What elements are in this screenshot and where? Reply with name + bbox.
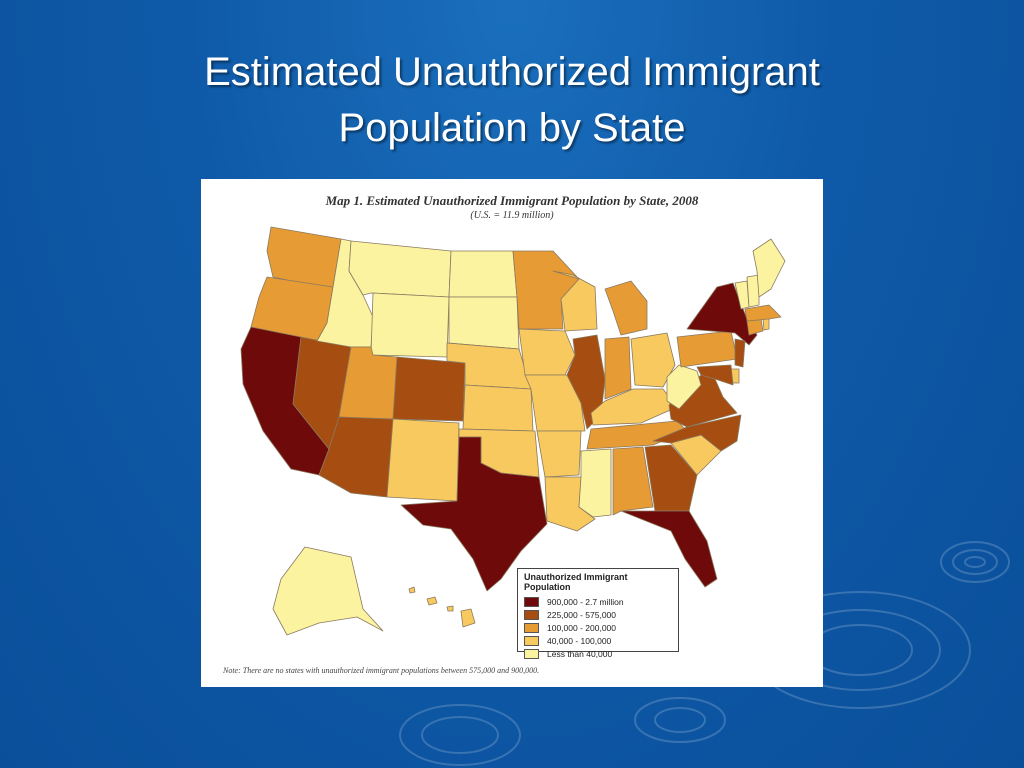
- state-minnesota: [512, 250, 580, 330]
- legend-item: 100,000 - 200,000: [524, 621, 672, 634]
- state-new-jersey: [734, 338, 746, 368]
- state-wyoming: [370, 292, 450, 358]
- slide-title-line-1: Estimated Unauthorized Immigrant: [204, 50, 820, 94]
- legend-swatch: [524, 648, 539, 659]
- legend-item: 40,000 - 100,000: [524, 634, 672, 647]
- state-north-dakota: [448, 250, 518, 298]
- state-massachusetts: [744, 304, 782, 322]
- state-georgia: [644, 444, 698, 512]
- state-kentucky: [590, 388, 678, 426]
- legend-label: 40,000 - 100,000: [547, 635, 612, 646]
- map-note: Note: There are no states with unauthori…: [223, 666, 540, 675]
- state-alabama: [612, 446, 654, 516]
- slide-title: Estimated Unauthorized Immigrant Populat…: [0, 44, 1024, 156]
- us-choropleth-map: [240, 226, 786, 636]
- legend-swatch: [524, 622, 539, 633]
- legend-swatch: [524, 609, 539, 620]
- state-texas: [400, 436, 548, 592]
- state-new-hampshire: [746, 274, 760, 308]
- state-michigan: [604, 280, 648, 336]
- state-rhode-island: [762, 318, 770, 331]
- legend-label: 100,000 - 200,000: [547, 622, 617, 633]
- state-hawaii: [408, 586, 476, 628]
- state-maine: [752, 238, 786, 298]
- legend-item: 900,000 - 2.7 million: [524, 595, 672, 608]
- state-arkansas: [536, 430, 582, 478]
- state-florida: [620, 510, 718, 588]
- state-alaska: [272, 546, 384, 636]
- state-montana: [348, 240, 452, 298]
- state-south-dakota: [448, 296, 520, 350]
- legend-item: 225,000 - 575,000: [524, 608, 672, 621]
- state-colorado: [392, 356, 466, 422]
- legend-label: Less than 40,000: [547, 648, 613, 659]
- map-figure: Map 1. Estimated Unauthorized Immigrant …: [201, 179, 823, 687]
- legend-swatch: [524, 635, 539, 646]
- state-maryland: [696, 364, 734, 386]
- state-mississippi: [578, 448, 612, 518]
- legend-item: Less than 40,000: [524, 647, 672, 660]
- state-north-carolina: [652, 414, 742, 452]
- state-illinois: [566, 334, 606, 430]
- legend-title: Unauthorized Immigrant Population: [524, 572, 628, 592]
- legend-swatch: [524, 596, 539, 607]
- state-iowa: [518, 328, 576, 376]
- map-title: Map 1. Estimated Unauthorized Immigrant …: [325, 193, 699, 208]
- state-wisconsin: [552, 270, 598, 332]
- state-connecticut: [746, 318, 764, 336]
- state-west-virginia: [666, 364, 702, 410]
- map-subtitle: (U.S. = 11.9 million): [470, 210, 554, 221]
- legend-label: 225,000 - 575,000: [547, 609, 617, 620]
- state-new-mexico: [386, 418, 460, 502]
- state-washington: [266, 226, 342, 288]
- legend-label: 900,000 - 2.7 million: [547, 596, 624, 607]
- state-pennsylvania: [676, 330, 738, 368]
- map-legend: Unauthorized Immigrant Population 900,00…: [517, 568, 679, 659]
- slide-title-line-2: Population by State: [338, 106, 686, 150]
- state-indiana: [604, 336, 632, 400]
- state-kansas: [462, 384, 534, 432]
